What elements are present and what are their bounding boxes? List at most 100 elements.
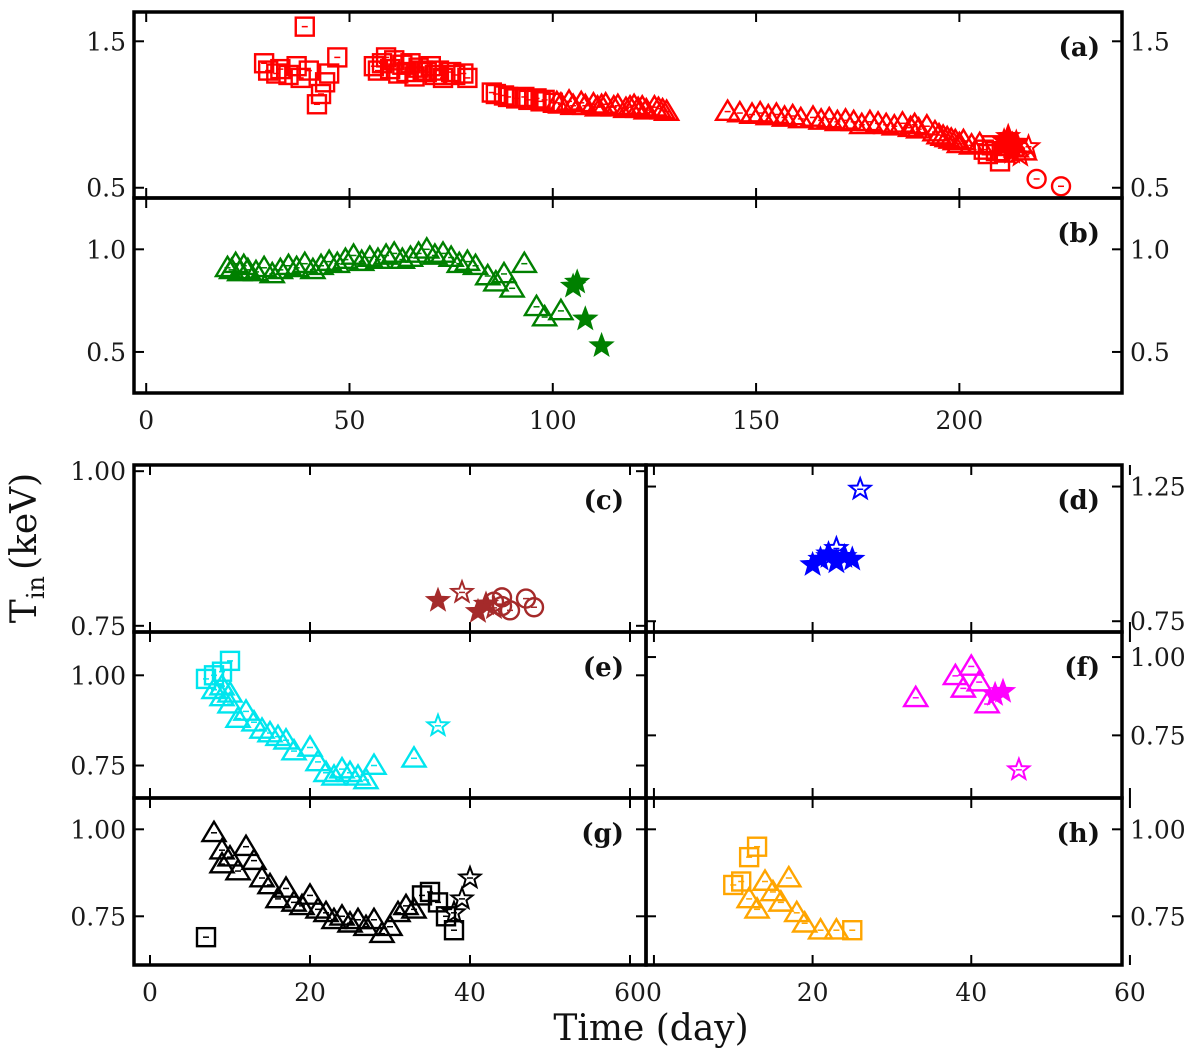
x-tick-label: 0 [142, 978, 158, 1007]
y-tick-label: 0.5 [1130, 338, 1170, 367]
data-point-triangle [933, 124, 961, 148]
data-point-square [266, 63, 287, 84]
panel-frame [644, 796, 1124, 967]
data-point-square [286, 55, 307, 77]
data-point-triangle [461, 252, 490, 276]
data-point-triangle [973, 690, 1001, 714]
y-axis-title: Tin (keV) [4, 473, 50, 623]
markers [213, 235, 615, 358]
y-tick-label: 1.0 [86, 235, 126, 264]
y-tick-label: 1.5 [86, 27, 126, 56]
data-point-triangle [839, 108, 868, 132]
y-tick-label: 0.5 [86, 338, 126, 367]
data-point-square [457, 67, 478, 89]
x-tick-label: 40 [454, 978, 486, 1007]
data-point-triangle [296, 882, 324, 905]
data-point-circle [499, 600, 521, 621]
data-point-triangle [743, 896, 771, 919]
y-tick-label: 0.5 [1130, 174, 1170, 203]
data-point-triangle [547, 90, 575, 114]
data-point-triangle [216, 680, 244, 703]
x-tick-label: 60 [614, 978, 646, 1007]
data-point-star [456, 864, 484, 890]
data-point-triangle [966, 130, 994, 154]
y-tick-label: 1.00 [70, 661, 126, 690]
x-tick-label: 0 [138, 406, 154, 435]
data-point-triangle [282, 254, 311, 278]
panel-h: 0 20 40 60 0.75 1.00 (h) [644, 796, 1186, 1007]
data-point-triangle [356, 244, 384, 267]
x-tick-label: 100 [529, 406, 577, 435]
y-axis-title-symbol: T [4, 599, 45, 623]
data-point-square [298, 60, 320, 81]
markers [424, 578, 545, 623]
panel-b: 0 50 100 150 200 0.5 0.5 1.0 1.0 (b) [86, 196, 1170, 435]
data-point-triangle [925, 121, 953, 145]
data-point-triangle [896, 114, 925, 138]
data-point-star [839, 545, 866, 571]
data-point-triangle [783, 899, 811, 923]
panel-label: (d) [1057, 486, 1100, 516]
data-point-triangle [200, 819, 228, 843]
data-point-triangle [498, 274, 526, 298]
data-point-circle [1050, 176, 1072, 197]
data-point-square [530, 91, 551, 112]
data-point-triangle [864, 109, 892, 133]
data-point-square [219, 650, 241, 672]
data-point-triangle [713, 98, 742, 122]
data-point-triangle [929, 123, 957, 146]
data-point-triangle [400, 744, 428, 768]
data-point-star [572, 305, 599, 331]
data-point-triangle [376, 913, 404, 937]
data-point-triangle [644, 95, 673, 119]
data-point-triangle [790, 909, 819, 933]
y-axis-title-subscript: in [22, 576, 50, 599]
y-tick-label: 0.75 [70, 902, 126, 931]
panel-d: 0.75 1.25 (d) [644, 463, 1186, 636]
panel-frame [132, 630, 648, 800]
data-point-triangle [751, 868, 779, 891]
data-point-star [1015, 132, 1042, 158]
data-point-triangle [320, 763, 348, 786]
x-tick-label: 20 [294, 978, 326, 1007]
data-point-circle [1026, 168, 1047, 190]
panel-frame [132, 463, 648, 634]
data-point-triangle [767, 889, 795, 912]
data-point-triangle [224, 705, 252, 729]
data-point-triangle [856, 108, 884, 132]
data-point-triangle [304, 896, 332, 919]
panel-label: (f) [1064, 653, 1100, 683]
panel-label: (b) [1057, 219, 1100, 249]
data-point-star [424, 711, 452, 738]
data-point-triangle [822, 916, 851, 940]
data-point-triangle [304, 748, 332, 772]
x-tick-label: 200 [936, 406, 984, 435]
data-point-triangle [368, 920, 396, 944]
panel-e: 0.75 1.00 (e) [70, 630, 648, 800]
y-tick-label: 0.75 [70, 612, 126, 641]
data-point-triangle [352, 913, 380, 937]
x-tick-label: 150 [732, 406, 780, 435]
data-point-triangle [640, 93, 669, 117]
data-point-triangle [965, 668, 993, 692]
data-point-triangle [905, 115, 933, 139]
data-point-triangle [872, 111, 900, 135]
panel-label: (a) [1059, 33, 1100, 63]
data-point-triangle [880, 112, 908, 136]
data-point-triangle [831, 107, 860, 130]
data-point-triangle [230, 252, 258, 276]
panel-frame [132, 796, 648, 967]
markers [723, 836, 863, 941]
data-point-triangle [232, 833, 260, 857]
data-point-triangle [482, 268, 510, 292]
panel-label: (c) [584, 486, 624, 516]
data-point-triangle [510, 250, 538, 274]
data-point-triangle [272, 726, 300, 750]
data-point-triangle [280, 737, 308, 761]
panel-frame [644, 463, 1124, 634]
panel-frame [644, 630, 1124, 800]
data-point-star [448, 578, 476, 604]
data-point-triangle [799, 104, 827, 127]
